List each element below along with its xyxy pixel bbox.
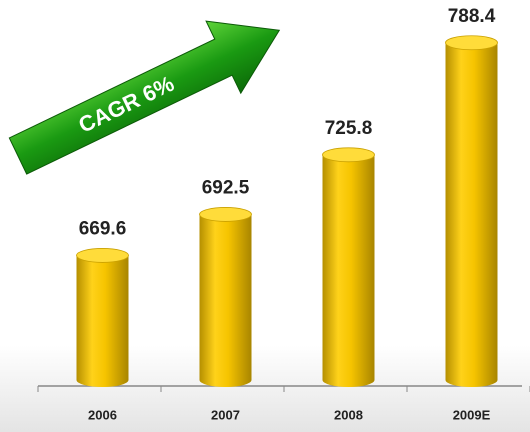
bar [199,207,252,388]
x-tick-label: 2007 [211,407,240,422]
value-label: 692.5 [202,177,250,198]
x-tick-label: 2006 [88,407,117,422]
arrow-shape [8,20,281,175]
bar [322,147,375,388]
bar-top [76,248,129,263]
value-label: 725.8 [325,118,373,139]
bar [445,35,498,388]
bar-top [199,207,252,222]
x-tick-label: 2008 [334,407,363,422]
bar [76,248,129,388]
value-label: 669.6 [79,218,127,239]
bar-top [322,147,375,163]
bar-top [445,35,498,51]
value-label: 788.4 [448,6,496,27]
x-tick-label: 2009E [453,407,491,422]
